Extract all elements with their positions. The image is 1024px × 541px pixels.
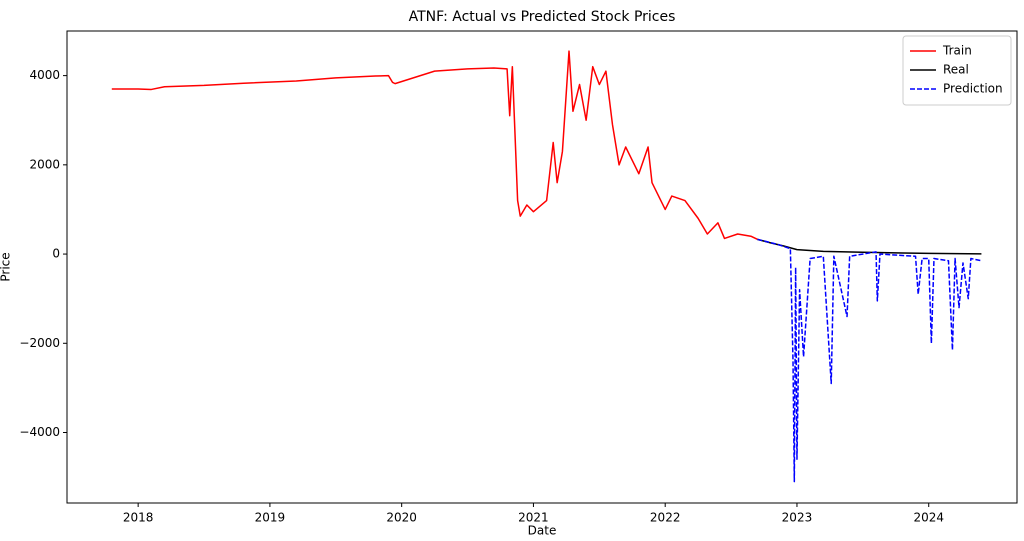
x-tick-label: 2022 — [650, 511, 681, 525]
legend-label: Real — [943, 63, 969, 77]
series-line — [757, 238, 982, 255]
y-tick-label: −4000 — [19, 425, 60, 439]
y-tick-label: −2000 — [19, 336, 60, 350]
y-tick-label: 4000 — [29, 68, 60, 82]
x-tick-label: 2020 — [386, 511, 417, 525]
series-line — [111, 50, 758, 241]
x-axis-label: Date — [528, 524, 557, 538]
y-tick-label: 2000 — [29, 157, 60, 171]
y-tick-label: 0 — [52, 247, 60, 261]
plot-frame — [66, 30, 1018, 504]
legend-label: Train — [942, 44, 972, 58]
x-tick-label: 2019 — [255, 511, 286, 525]
x-tick-label: 2024 — [913, 511, 944, 525]
chart-title: ATNF: Actual vs Predicted Stock Prices — [409, 9, 676, 25]
x-tick-label: 2018 — [123, 511, 154, 525]
series-line — [757, 238, 982, 483]
y-axis-label: Price — [0, 252, 13, 281]
legend-label: Prediction — [943, 82, 1003, 96]
legend-box — [902, 35, 1012, 106]
x-tick-label: 2021 — [518, 511, 549, 525]
x-tick-label: 2023 — [782, 511, 813, 525]
